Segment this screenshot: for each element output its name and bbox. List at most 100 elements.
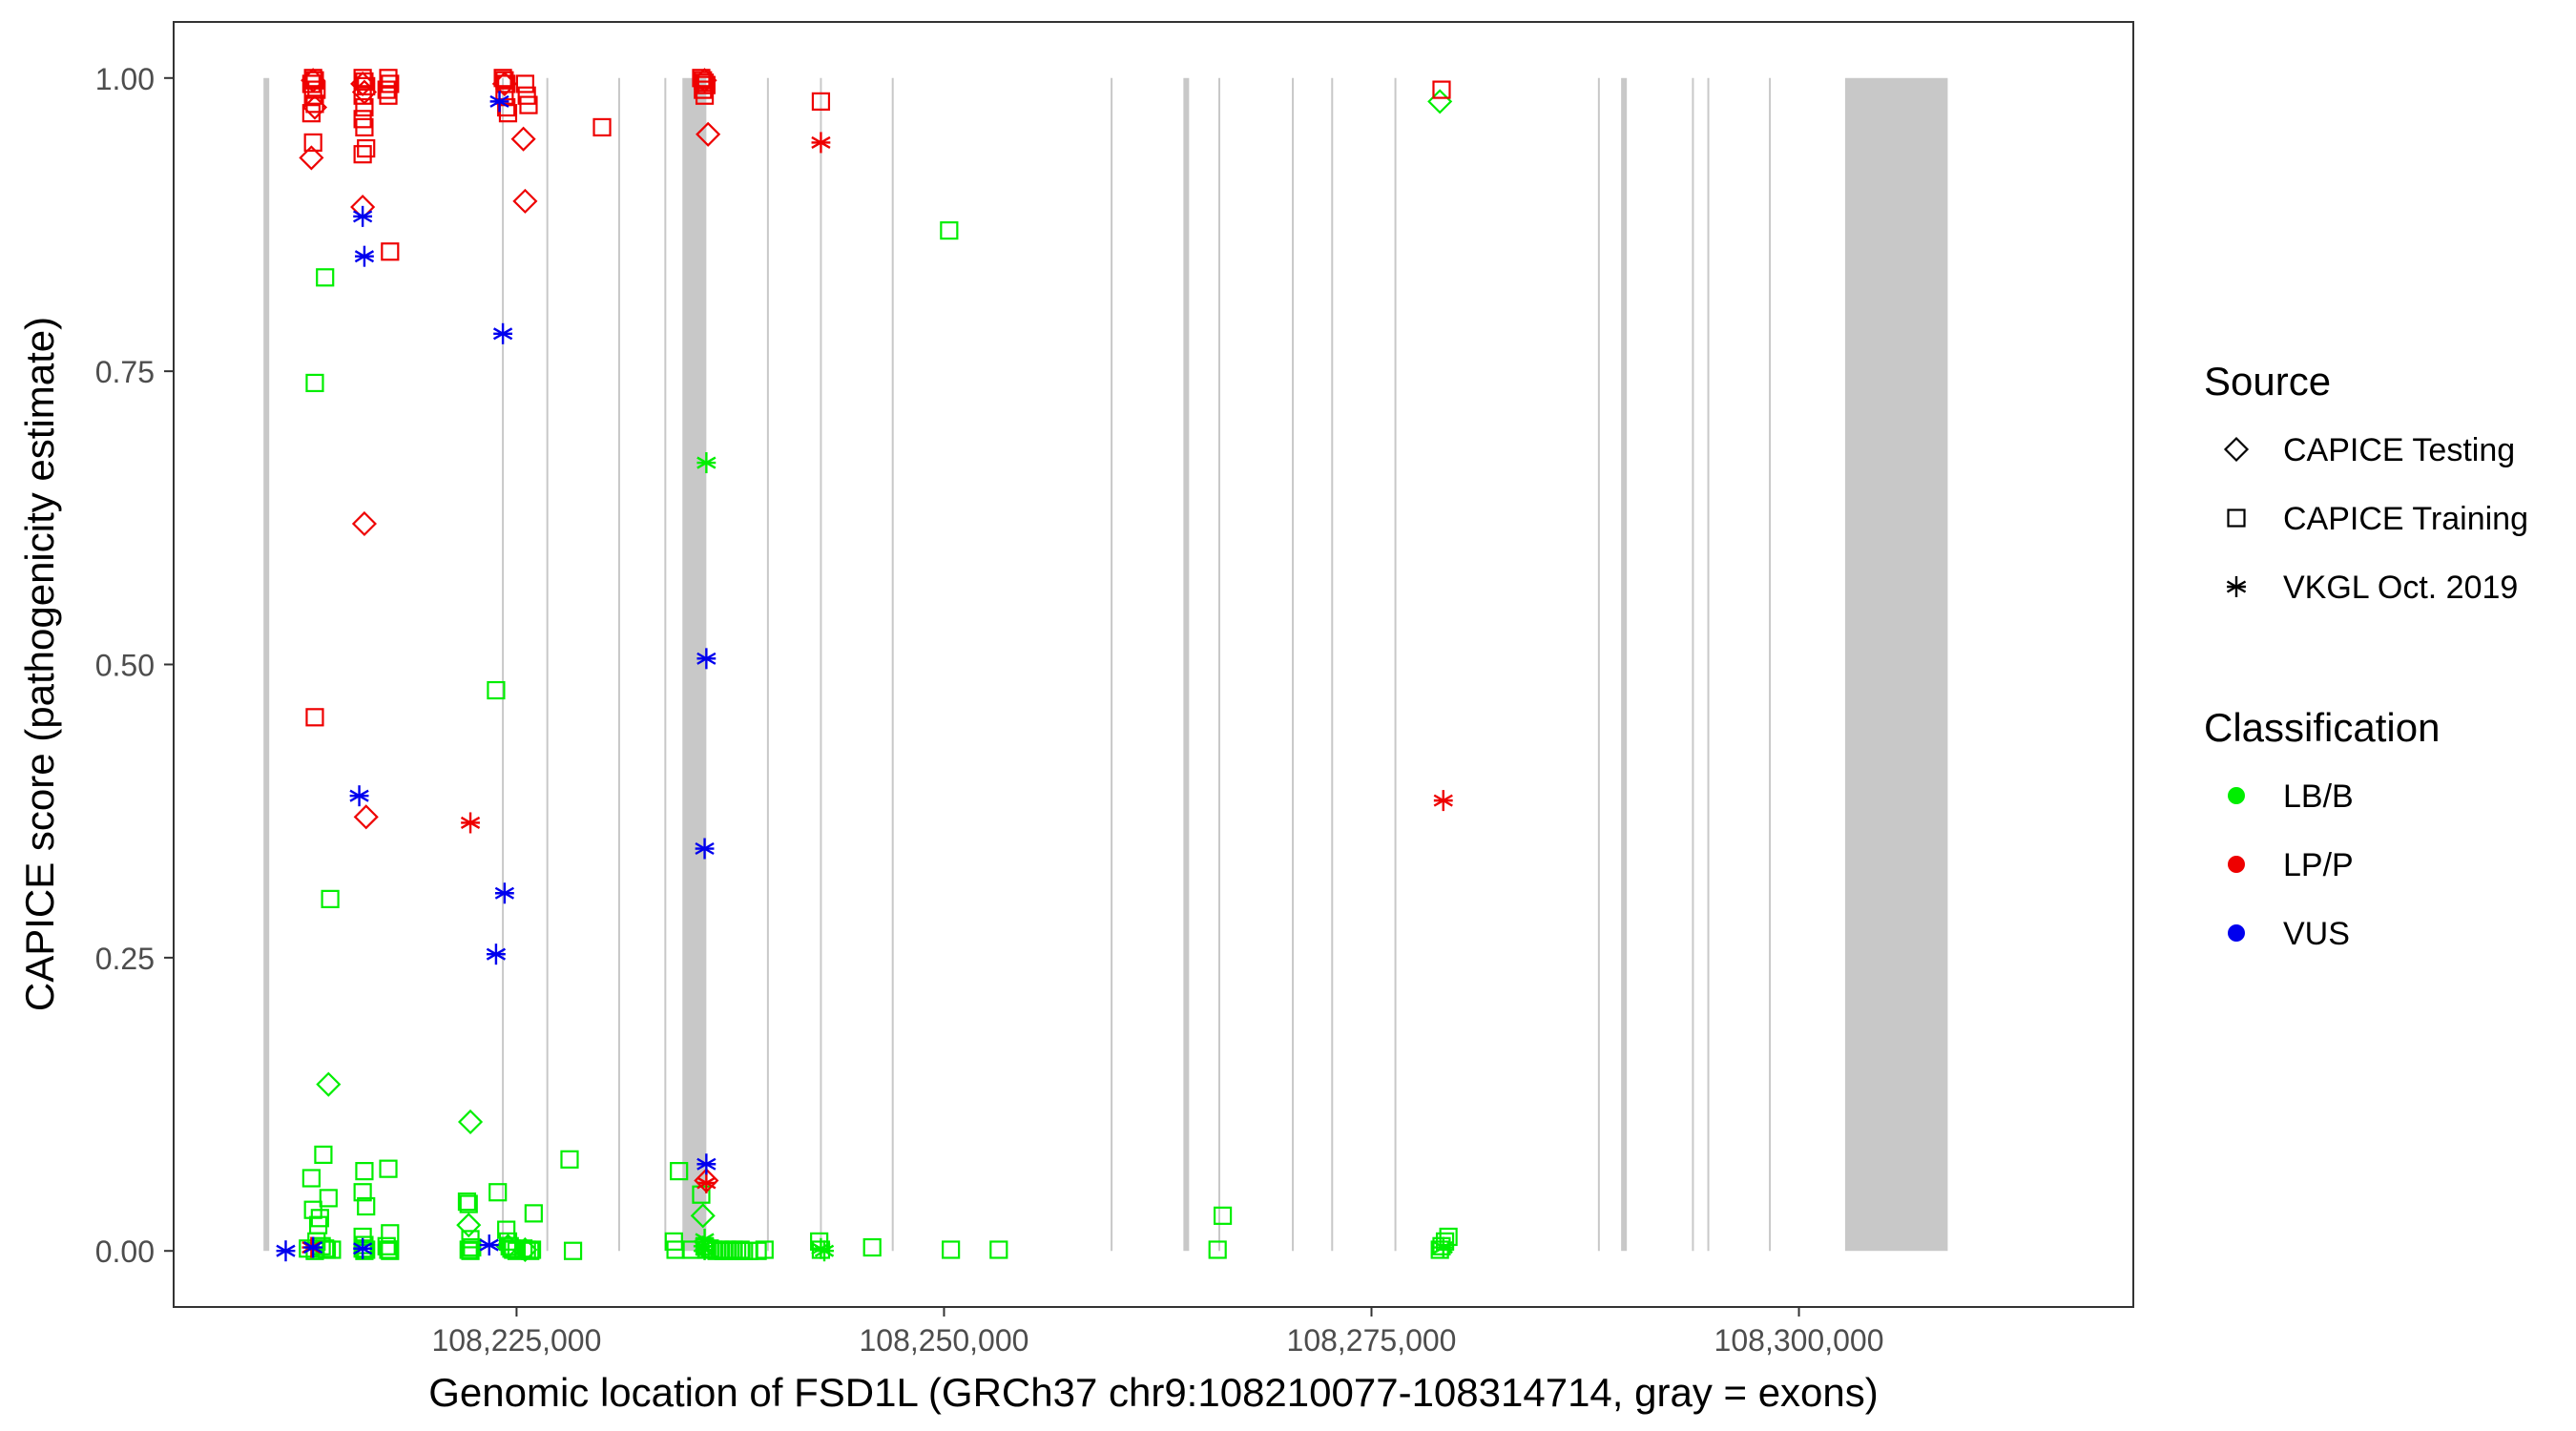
point-square-3-27 — [497, 97, 516, 117]
point-diamond-4-2 — [299, 145, 324, 171]
point-square-3-16 — [357, 138, 376, 158]
point-square-3-38 — [695, 86, 715, 105]
legend-key-vus — [2228, 924, 2245, 942]
point-square-0-81 — [1432, 1236, 1451, 1255]
point-square-0-15 — [322, 1240, 342, 1259]
point-square-3-30 — [517, 86, 536, 105]
legend-class-label-2: VUS — [2283, 916, 2350, 952]
point-square-3-22 — [381, 242, 400, 261]
point-square-3-32 — [592, 117, 612, 137]
point-square-0-35 — [487, 680, 506, 700]
point-asterisk-5-1 — [811, 132, 831, 154]
point-asterisk-6-0 — [276, 1240, 296, 1262]
point-square-3-13 — [355, 97, 374, 117]
point-square-0-3 — [301, 1169, 321, 1188]
point-square-0-16 — [355, 1162, 374, 1181]
point-square-3-39 — [811, 92, 831, 111]
point-square-3-15 — [355, 117, 374, 137]
point-diamond-4-5 — [353, 804, 379, 830]
legend-key-lbb — [2228, 787, 2245, 804]
legend-source-items: CAPICE Testing CAPICE Training VKGL Oct. 2… — [2223, 432, 2528, 606]
legend-class-label-0: LB/B — [2283, 778, 2354, 815]
point-asterisk-5-2 — [1433, 790, 1453, 812]
point-diamond-4-1 — [301, 94, 328, 120]
point-square-0-48 — [560, 1150, 579, 1169]
legend-source-label-1: CAPICE Training — [2283, 501, 2528, 537]
point-square-0-1 — [316, 268, 335, 287]
point-square-0-74 — [940, 221, 959, 240]
legend: Source CAPICE Testing CAPICE Training VKGL… — [2204, 359, 2528, 952]
x-axis-title: Genomic location of FSD1L (GRCh37 chr9:1… — [428, 1370, 1879, 1415]
point-square-0-34 — [461, 1241, 480, 1260]
point-square-3-20 — [377, 80, 396, 99]
legend-source-title: Source — [2204, 359, 2331, 404]
y-tick-label-2: 0.50 — [95, 649, 155, 683]
point-diamond-4-9 — [510, 126, 536, 152]
point-square-0-26 — [377, 1236, 396, 1255]
x-tick-label-1: 108,250,000 — [859, 1323, 1028, 1358]
point-square-3-21 — [379, 86, 398, 105]
point-square-0-76 — [989, 1240, 1008, 1259]
point-diamond-4-8 — [491, 71, 517, 96]
point-asterisk-6-1 — [303, 1236, 323, 1258]
point-square-0-77 — [1208, 1240, 1227, 1259]
x-tick-label-0: 108,225,000 — [431, 1323, 601, 1358]
point-square-3-8 — [305, 708, 324, 727]
legend-key-square — [2227, 508, 2246, 528]
point-square-0-69 — [748, 1241, 767, 1260]
point-square-0-36 — [488, 1183, 508, 1202]
exon-1 — [682, 77, 707, 1252]
y-tick-label-3: 0.75 — [95, 355, 155, 389]
point-square-0-27 — [379, 1240, 398, 1259]
point-square-0-2 — [321, 889, 340, 908]
point-diamond-1-6 — [1427, 89, 1453, 114]
point-asterisk-2-6 — [1433, 1236, 1453, 1258]
point-layer — [276, 68, 1458, 1263]
point-square-0-73 — [862, 1237, 882, 1257]
exon-3 — [1621, 77, 1628, 1252]
point-square-0-17 — [353, 1183, 372, 1202]
y-axis-title: CAPICE score (pathogenicity estimate) — [17, 317, 62, 1011]
point-diamond-4-10 — [512, 188, 538, 214]
point-square-0-70 — [755, 1240, 774, 1259]
point-asterisk-6-2 — [353, 205, 373, 227]
point-square-3-40 — [1432, 80, 1451, 99]
point-square-3-18 — [379, 69, 398, 88]
legend-key-lpp — [2228, 856, 2245, 873]
point-square-3-33 — [692, 69, 711, 88]
point-square-0-6 — [319, 1189, 338, 1208]
point-square-3-19 — [381, 74, 400, 93]
point-asterisk-2-5 — [814, 1240, 835, 1262]
point-asterisk-6-11 — [696, 648, 717, 670]
point-asterisk-6-9 — [486, 944, 507, 965]
axis-layer: 0.00 0.25 0.50 0.75 1.00 108,225,000 108,250,0… — [95, 62, 1884, 1358]
point-square-0-18 — [357, 1196, 376, 1216]
y-tick-label-4: 1.00 — [95, 62, 155, 96]
point-square-3-17 — [353, 145, 372, 164]
x-tick-label-2: 108,275,000 — [1287, 1323, 1457, 1358]
point-asterisk-6-12 — [695, 838, 715, 860]
point-square-0-28 — [381, 1241, 400, 1260]
point-asterisk-6-4 — [349, 785, 369, 807]
point-diamond-1-2 — [456, 1213, 482, 1238]
point-asterisk-5-3 — [696, 1172, 717, 1193]
point-asterisk-6-7 — [492, 322, 513, 344]
point-square-0-23 — [355, 1241, 374, 1260]
point-asterisk-2-3 — [695, 1238, 715, 1260]
point-square-3-31 — [519, 95, 538, 114]
point-square-0-52 — [670, 1162, 689, 1181]
point-diamond-1-4 — [512, 1236, 538, 1263]
point-square-0-47 — [522, 1240, 542, 1259]
point-diamond-4-12 — [696, 121, 721, 147]
point-square-0-78 — [1213, 1206, 1233, 1225]
legend-classification-title: Classification — [2204, 705, 2440, 750]
point-diamond-1-3 — [495, 1234, 521, 1259]
point-square-0-7 — [310, 1209, 329, 1228]
exon-layer — [263, 77, 1948, 1252]
legend-key-asterisk — [2226, 576, 2247, 597]
legend-class-items: LB/B LP/P VUS — [2228, 778, 2354, 952]
point-square-0-32 — [463, 1237, 482, 1257]
exon-2 — [1183, 77, 1190, 1252]
point-square-0-46 — [524, 1204, 543, 1223]
